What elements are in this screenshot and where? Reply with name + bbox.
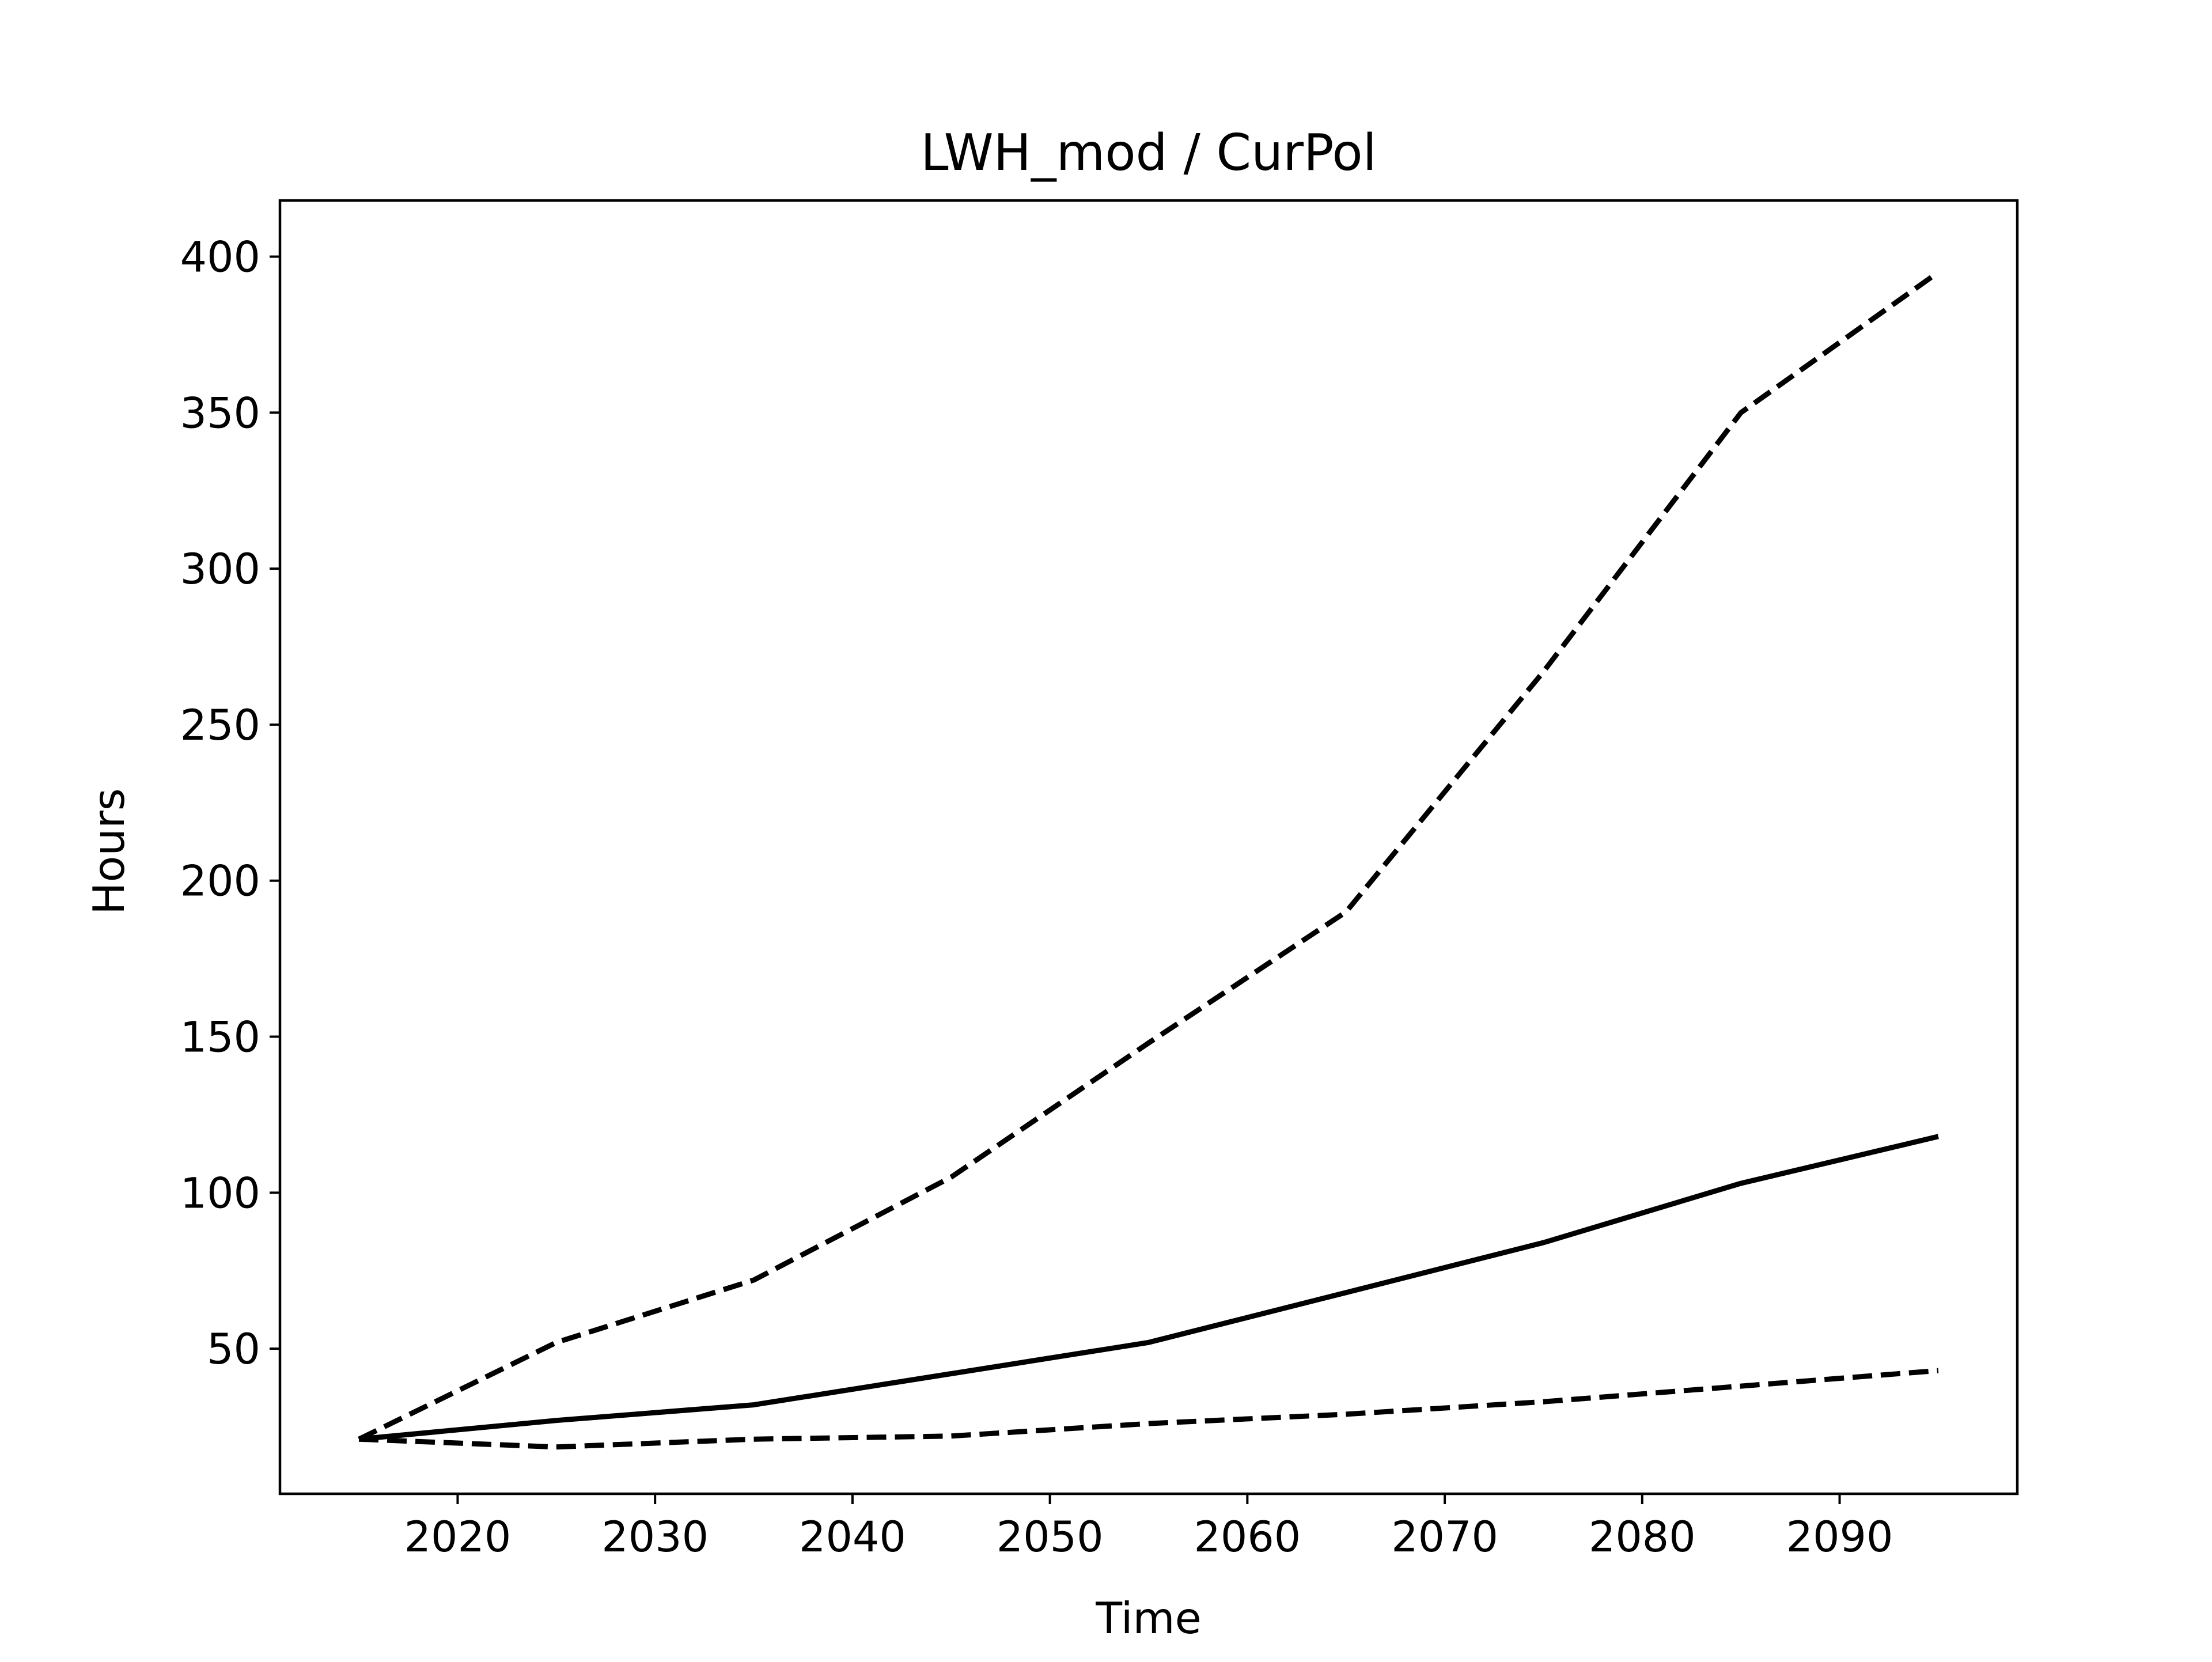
x-tick-label: 2060 — [1194, 1513, 1301, 1562]
series-line-3 — [358, 1368, 1939, 1450]
y-tick-label: 250 — [180, 701, 260, 750]
x-axis: 2020 2030 2040 2050 2060 2070 2080 2090 — [404, 1494, 1893, 1562]
y-tick-label: 350 — [180, 389, 260, 438]
series-line-1 — [358, 270, 1940, 1442]
y-axis: 50 100 150 200 250 300 350 400 — [180, 233, 280, 1374]
y-tick-label: 150 — [180, 1013, 260, 1062]
x-axis-label: Time — [1095, 1593, 1202, 1644]
y-tick-label: 100 — [180, 1169, 260, 1218]
x-tick-label: 2050 — [997, 1513, 1104, 1562]
chart-title: LWH_mod / CurPol — [921, 123, 1377, 182]
y-tick-label: 50 — [207, 1325, 260, 1374]
series-layer — [358, 270, 1940, 1450]
y-tick-label: 400 — [180, 233, 260, 282]
x-tick-label: 2070 — [1391, 1513, 1498, 1562]
x-tick-label: 2030 — [601, 1513, 709, 1562]
plot-frame — [278, 199, 2019, 1496]
y-tick-label: 300 — [180, 545, 260, 594]
y-tick-label: 200 — [180, 857, 260, 906]
x-tick-label: 2020 — [404, 1513, 512, 1562]
x-tick-label: 2090 — [1786, 1513, 1893, 1562]
series-line-2 — [358, 1134, 1939, 1442]
y-axis-label: Hours — [84, 788, 134, 915]
x-tick-label: 2040 — [799, 1513, 906, 1562]
x-tick-label: 2080 — [1589, 1513, 1696, 1562]
